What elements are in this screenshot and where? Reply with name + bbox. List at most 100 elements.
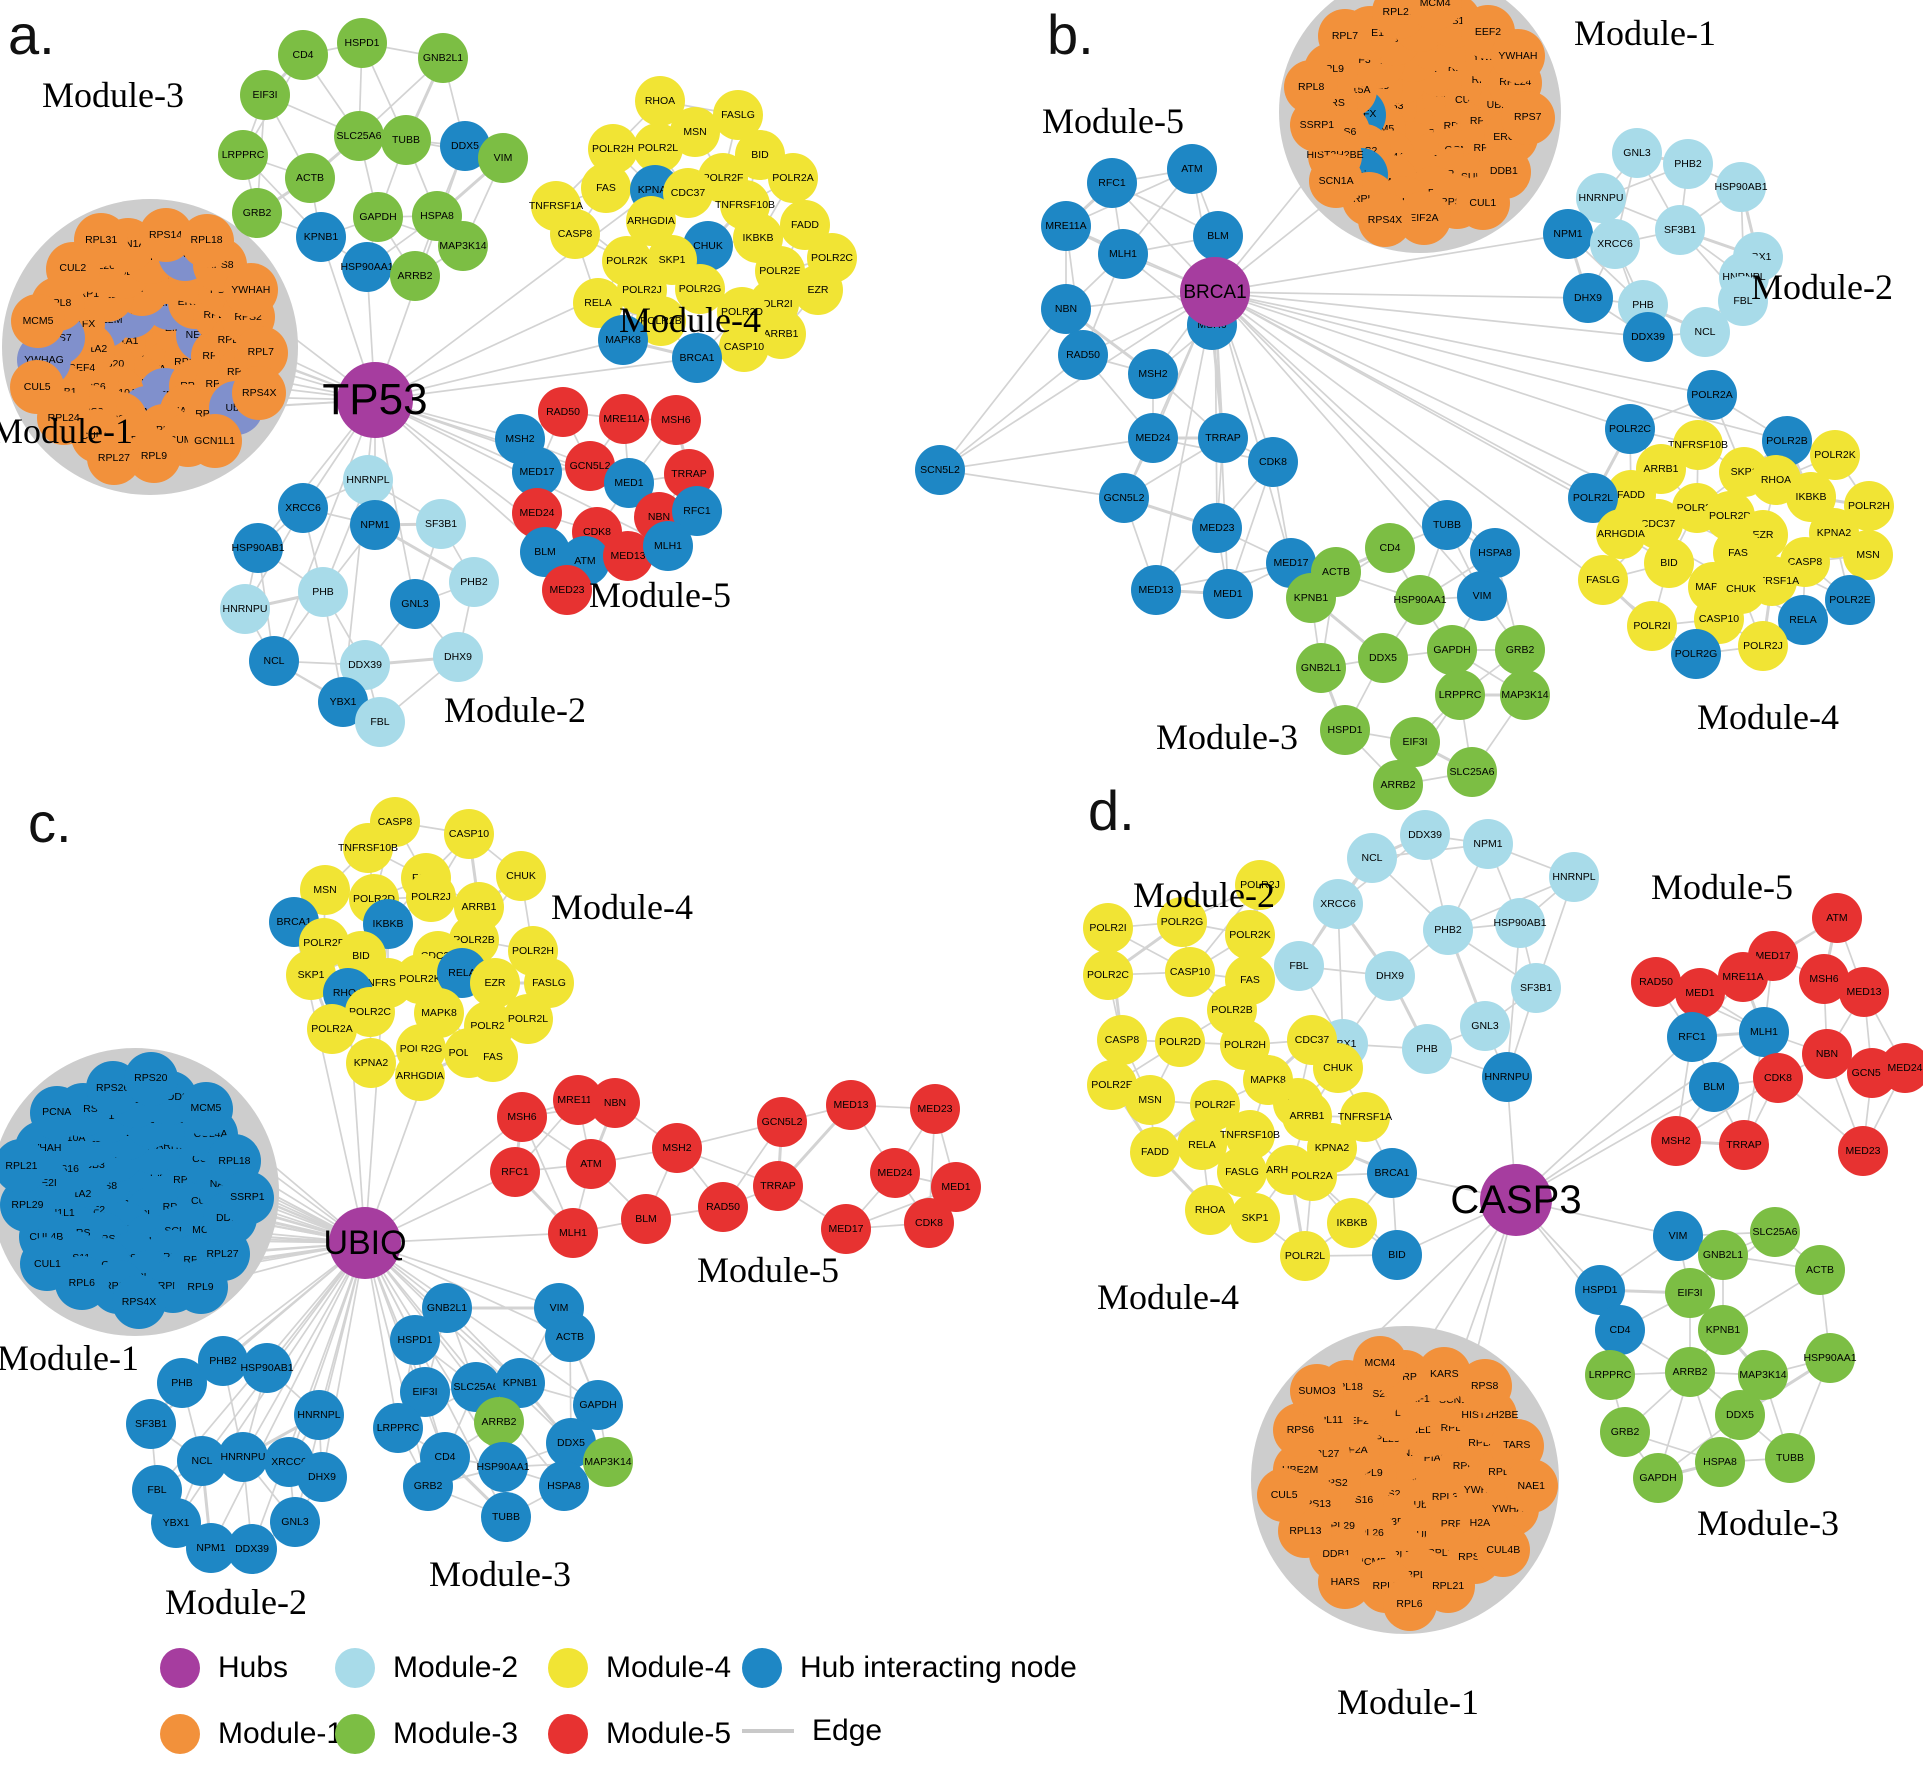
node-label: NPM1 xyxy=(196,1541,226,1554)
node-label: PHB2 xyxy=(1674,157,1702,170)
node-SF3B1: SF3B1 xyxy=(416,499,466,549)
node-label: LRPPRC xyxy=(376,1421,420,1434)
node-label: H2AFX xyxy=(1469,1516,1504,1529)
node-label: DDX5 xyxy=(450,139,479,152)
node-label: PHB xyxy=(1416,1042,1438,1055)
node-VIM: VIM xyxy=(1457,571,1507,621)
hub-node-UBIQ: UBIQ xyxy=(323,1207,407,1279)
node-SUMO3: SUMO3 xyxy=(1290,1363,1345,1418)
node-label: MCM5 xyxy=(1355,1555,1387,1568)
node-label: GNL3 xyxy=(1471,1019,1499,1032)
node-CUL1: CUL1 xyxy=(1455,176,1510,231)
node-label: MLH1 xyxy=(558,1226,587,1239)
node-POLR2J: POLR2J xyxy=(1738,621,1788,671)
node-MLH1: MLH1 xyxy=(643,521,693,571)
node-label: DHX9 xyxy=(1573,291,1602,304)
node-label: RPL27 xyxy=(97,451,130,464)
node-label: LRPPRC xyxy=(1438,688,1482,701)
node-label: MAP3K14 xyxy=(584,1455,632,1468)
node-label: RPL8 xyxy=(1298,80,1325,93)
node-PCNA: PCNA xyxy=(29,1085,84,1140)
node-RAD50: RAD50 xyxy=(1058,330,1108,380)
node-label: HSP90AA1 xyxy=(1803,1351,1857,1364)
node-CD4: CD4 xyxy=(1595,1305,1645,1355)
node-RFC1: RFC1 xyxy=(1087,158,1137,208)
node-label: DDX39 xyxy=(1631,330,1665,343)
node-label: ARHGDIA xyxy=(1597,527,1645,540)
node-label: BID xyxy=(352,949,370,962)
node-DDX5: DDX5 xyxy=(1358,633,1408,683)
node-label: FADD xyxy=(1140,1145,1169,1158)
node-label: CHUK xyxy=(1726,582,1756,595)
node-label: RPS6 xyxy=(1286,1424,1315,1437)
node-label: RPL24 xyxy=(47,412,80,425)
module-label: Module-4 xyxy=(1097,1277,1239,1317)
node-BLM: BLM xyxy=(621,1194,671,1244)
node-label: TUBB xyxy=(1432,518,1461,531)
legend-color-swatch xyxy=(335,1648,375,1688)
node-label: RPL31 xyxy=(85,233,118,246)
node-label: MCM5 xyxy=(22,314,54,327)
node-label: RHOA xyxy=(644,94,676,107)
node-RPL9: RPL9 xyxy=(173,1260,228,1315)
node-label: RPL18 xyxy=(190,234,223,247)
node-label: POLR2H xyxy=(1223,1038,1266,1051)
edge-line-swatch xyxy=(742,1729,794,1733)
node-label: RAD50 xyxy=(1639,975,1673,988)
legend-label: Module-1 xyxy=(218,1717,344,1750)
node-TRRAP: TRRAP xyxy=(1719,1120,1769,1170)
node-label: CHUK xyxy=(1323,1061,1353,1074)
node-ATM: ATM xyxy=(1167,144,1217,194)
node-label: DHX9 xyxy=(1375,969,1404,982)
node-CDK8: CDK8 xyxy=(1753,1053,1803,1103)
node-label: CASP8 xyxy=(1104,1033,1140,1046)
node-MAP3K14: MAP3K14 xyxy=(583,1437,633,1487)
node-label: SF3B1 xyxy=(134,1417,168,1430)
module-label: Module-4 xyxy=(619,300,761,340)
node-DHX9: DHX9 xyxy=(1365,951,1415,1001)
module-label: Module-3 xyxy=(1697,1503,1839,1543)
node-CDK8: CDK8 xyxy=(904,1198,954,1248)
node-CASP8: CASP8 xyxy=(550,209,600,259)
node-label: GCN1L1 xyxy=(1386,1447,1428,1460)
node-label: POLR2G xyxy=(1160,915,1204,928)
node-GAPDH: GAPDH xyxy=(353,192,403,242)
node-label: RPS26 xyxy=(1458,1550,1492,1563)
node-label: SF3B1 xyxy=(424,517,458,530)
node-label: KPNB1 xyxy=(303,230,339,243)
node-label: EEF2 xyxy=(1474,25,1502,38)
node-label: GNB2L1 xyxy=(1300,661,1342,674)
node-label: SKP1 xyxy=(297,968,325,981)
node-HSP90AB1: HSP90AB1 xyxy=(1714,162,1768,212)
node-GAPDH: GAPDH xyxy=(1633,1453,1683,1503)
node-label: GNB2L1 xyxy=(422,51,464,64)
node-label: TNFRSF10B xyxy=(714,198,776,211)
node-RPS4X: RPS4X xyxy=(1357,192,1412,247)
legend-label: Module-2 xyxy=(393,1651,519,1684)
node-label: MCM4 xyxy=(1364,1357,1396,1369)
module-label: Module-2 xyxy=(165,1582,307,1622)
node-RPL21: RPL21 xyxy=(0,1138,49,1193)
node-label: ACTB xyxy=(555,1330,584,1343)
node-label: FAS xyxy=(483,1050,503,1063)
node-label: FASLG xyxy=(721,108,755,121)
node-RPS7: RPS7 xyxy=(1500,90,1555,145)
node-label: MED1 xyxy=(1685,986,1715,999)
node-label: TUBB xyxy=(491,1510,520,1523)
node-label: HSP90AB1 xyxy=(231,541,285,554)
node-RPS20: RPS20 xyxy=(123,1051,178,1106)
node-label: RPL5 xyxy=(1372,1580,1399,1592)
node-label: EIF3I xyxy=(252,88,278,101)
node-SLC25A6: SLC25A6 xyxy=(1447,747,1497,797)
node-label: POLR2H xyxy=(591,142,634,155)
node-MED13: MED13 xyxy=(1131,565,1181,615)
node-CUL5: CUL5 xyxy=(10,359,65,414)
node-MSH6: MSH6 xyxy=(497,1092,547,1142)
node-label: RPL26 xyxy=(1351,1526,1384,1539)
node-label: POLR2B xyxy=(1211,1003,1253,1016)
node-label: POLR2B xyxy=(1766,434,1808,447)
node-label: MSH2 xyxy=(505,432,535,445)
node-label: GAPDH xyxy=(359,210,397,223)
node-CDK8: CDK8 xyxy=(1248,437,1298,487)
hub-node-BRCA1: BRCA1 xyxy=(1180,257,1250,327)
